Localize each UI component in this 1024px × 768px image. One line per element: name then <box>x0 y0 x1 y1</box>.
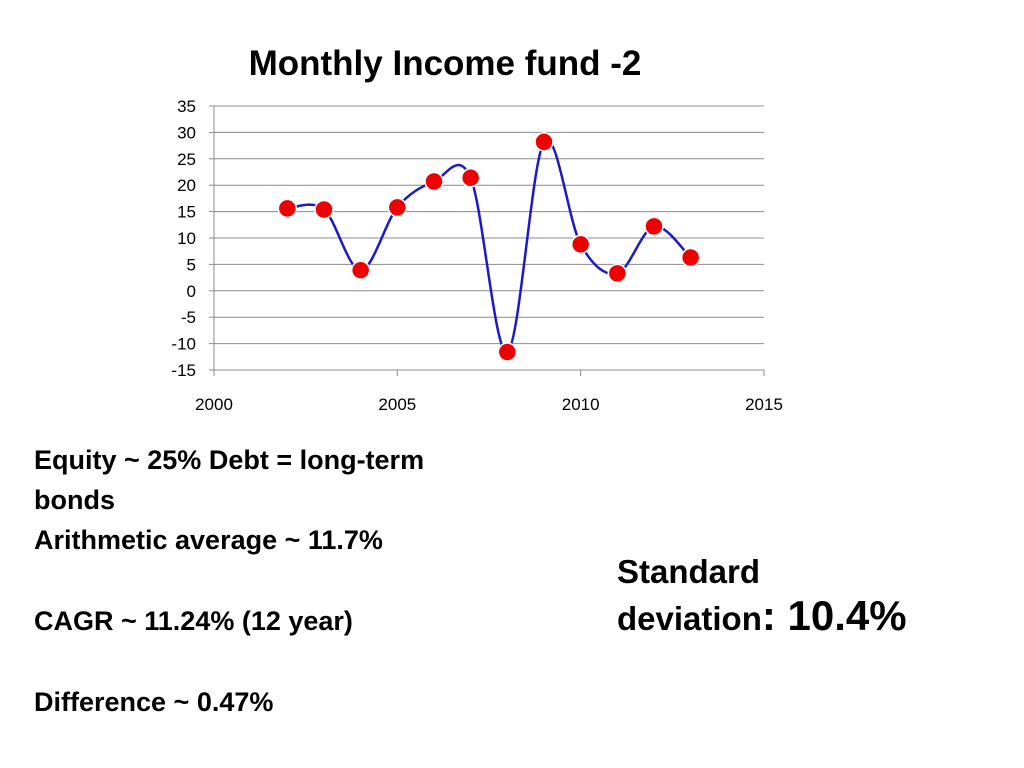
x-tick-label: 2015 <box>745 395 783 414</box>
chart-title: Monthly Income fund -2 <box>248 44 642 83</box>
notes-block: Equity ~ 25% Debt = long-term bonds Arit… <box>34 440 554 722</box>
stddev-value: : 10.4% <box>761 592 907 639</box>
y-tick-label: 25 <box>177 150 196 169</box>
note-equity-debt: Equity ~ 25% Debt = long-term <box>34 445 425 475</box>
data-point <box>570 234 591 255</box>
x-tick-label: 2010 <box>562 395 600 414</box>
series-line <box>287 138 692 354</box>
y-tick-label: -10 <box>171 335 196 354</box>
note-arithmetic-average: Arithmetic average ~ 11.7% <box>34 525 383 555</box>
note-cagr: CAGR ~ 11.24% (12 year) <box>34 606 353 636</box>
data-point <box>350 260 371 280</box>
y-tick-label: 0 <box>187 282 196 301</box>
note-spacer <box>34 641 554 682</box>
stddev-label-line2: deviation <box>617 600 762 637</box>
data-point <box>314 199 334 220</box>
data-point <box>460 168 481 188</box>
y-tick-label: -5 <box>181 308 196 327</box>
data-point <box>680 247 701 268</box>
data-point <box>607 263 628 284</box>
y-tick-label: 30 <box>177 123 196 142</box>
x-tick-label: 2005 <box>378 395 416 414</box>
data-point <box>644 216 664 237</box>
data-point <box>424 171 444 192</box>
y-tick-label: 10 <box>177 229 196 248</box>
x-tick-label: 2000 <box>195 395 233 414</box>
y-tick-label: 35 <box>177 97 196 116</box>
y-tick-label: 20 <box>177 176 196 195</box>
data-point <box>534 132 554 152</box>
note-bonds: bonds <box>34 485 115 515</box>
stddev-label-line1: Standard <box>617 553 761 590</box>
y-tick-label: 15 <box>177 203 196 222</box>
note-spacer <box>34 560 554 601</box>
note-difference: Difference ~ 0.47% <box>34 687 274 717</box>
standard-deviation-block: Standard deviation: 10.4% <box>617 552 997 640</box>
data-point <box>387 197 408 218</box>
data-point <box>277 198 298 219</box>
data-point <box>497 342 518 362</box>
y-tick-label: -15 <box>171 361 196 380</box>
y-tick-label: 5 <box>187 255 196 274</box>
